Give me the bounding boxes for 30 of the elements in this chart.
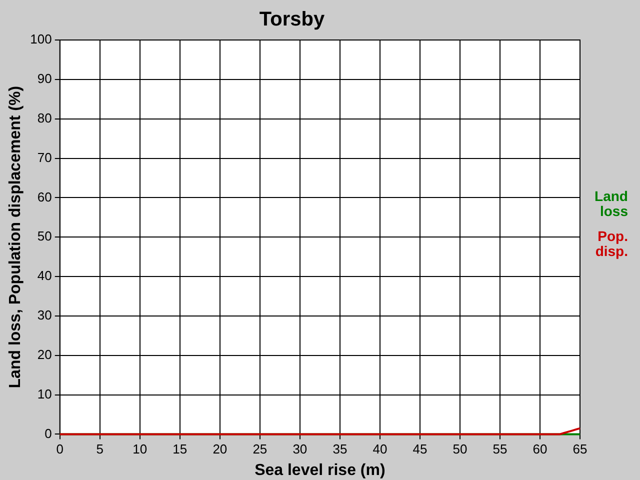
y-tick-label: 50 bbox=[37, 228, 52, 244]
y-tick-label: 70 bbox=[37, 150, 52, 165]
y-tick-label: 10 bbox=[37, 386, 52, 402]
x-tick-label: 15 bbox=[172, 442, 188, 457]
x-tick-label: 0 bbox=[56, 442, 64, 457]
text: Land loss bbox=[594, 188, 628, 219]
y-tick-label: 20 bbox=[37, 346, 52, 362]
x-tick-label: 35 bbox=[332, 442, 348, 457]
x-tick-label: 10 bbox=[132, 442, 148, 457]
x-tick-label: 45 bbox=[412, 442, 428, 457]
y-tick-label: 80 bbox=[37, 110, 52, 126]
x-tick-label: 30 bbox=[292, 442, 308, 457]
x-tick-label: 25 bbox=[252, 442, 268, 457]
y-tick-label: 0 bbox=[44, 426, 52, 441]
x-tick-label: 40 bbox=[372, 442, 388, 457]
chart-title: Torsby bbox=[259, 8, 326, 31]
y-tick-label: 100 bbox=[30, 32, 52, 47]
x-tick-label: 55 bbox=[492, 442, 508, 457]
x-tick-label: 20 bbox=[212, 442, 228, 457]
x-tick-label: 50 bbox=[452, 442, 468, 457]
x-tick-label: 5 bbox=[96, 442, 104, 457]
text: Pop. disp. bbox=[595, 228, 628, 259]
x-tick-label: 60 bbox=[532, 442, 548, 457]
y-tick-label: 90 bbox=[37, 71, 52, 86]
y-axis-title: Land loss, Population displacement (%) bbox=[7, 86, 24, 388]
x-tick-label: 65 bbox=[572, 442, 588, 457]
y-tick-label: 30 bbox=[37, 308, 52, 323]
x-axis-title: Sea level rise (m) bbox=[254, 462, 386, 479]
y-tick-label: 60 bbox=[37, 189, 52, 204]
y-tick-label: 40 bbox=[37, 268, 52, 284]
